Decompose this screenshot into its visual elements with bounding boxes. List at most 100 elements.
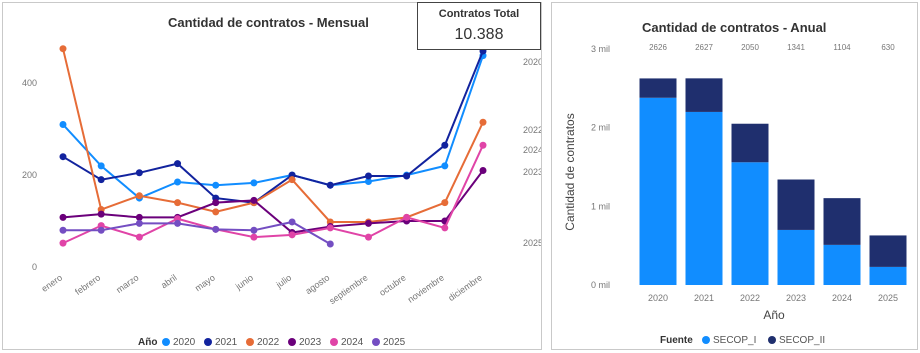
series-line-2022 [62,48,484,223]
x-tick-label: 2021 [694,293,714,303]
data-point-2020 [250,179,258,187]
data-point-2025 [59,226,67,234]
legend-label-2021: 2021 [215,337,238,348]
bar-total-label: 630 [881,43,895,52]
data-point-2023 [59,213,67,221]
bar-segment-SECOP_II [777,179,815,230]
data-point-2022 [212,208,220,216]
bar-segment-SECOP_II [731,123,769,163]
data-point-2020 [441,162,449,170]
data-point-2023 [135,213,143,221]
data-point-2021 [403,172,411,180]
data-point-2023 [364,219,372,227]
series-end-label: 2020 [523,57,541,67]
legend-marker-SECOP_I [702,336,710,344]
data-point-2021 [326,181,334,189]
x-tick-label: 2025 [878,293,898,303]
data-point-2021 [97,176,105,184]
y-axis-title: Cantidad de contratos [563,113,577,230]
series-line-2021 [62,50,484,204]
y-tick-label: 3 mil [591,44,610,54]
data-point-2020 [97,162,105,170]
x-tick-label: junio [233,272,255,292]
x-tick-label: noviembre [406,272,446,304]
series-end-label: 2022 [523,125,541,135]
series-line-2020 [62,55,484,200]
data-point-2024 [403,213,411,221]
data-point-2024 [479,141,487,149]
data-point-2020 [212,181,220,189]
bar-total-label: 2626 [649,43,667,52]
x-tick-label: abril [159,272,179,290]
bar-segment-SECOP_I [869,266,907,285]
y-tick-label: 0 [32,262,37,272]
x-tick-label: 2024 [832,293,852,303]
data-point-2022 [59,45,67,53]
data-point-2024 [135,233,143,241]
bar-segment-SECOP_I [731,162,769,285]
legend-marker-2020 [162,338,170,346]
data-point-2023 [97,210,105,218]
x-tick-label: diciembre [446,272,484,303]
data-point-2021 [174,160,182,168]
data-point-2021 [441,141,449,149]
data-point-2024 [59,239,67,247]
y-tick-label: 1 mil [591,201,610,211]
bar-segment-SECOP_I [777,229,815,285]
data-point-2020 [174,178,182,186]
data-point-2025 [212,225,220,233]
data-point-2022 [174,199,182,207]
legend-label-2024: 2024 [341,337,364,348]
legend-marker-SECOP_II [768,336,776,344]
y-tick-label: 200 [22,170,37,180]
legend-label-SECOP_I: SECOP_I [713,335,756,346]
x-tick-label: 2023 [786,293,806,303]
data-point-2023 [479,166,487,174]
series-end-label: 2025 [523,238,541,248]
x-tick-label: 2020 [648,293,668,303]
data-point-2024 [288,231,296,239]
data-point-2021 [364,172,372,180]
bar-segment-SECOP_II [685,78,723,112]
legend-title: Año [138,337,157,348]
legend-label-2020: 2020 [173,337,196,348]
x-axis-title: Año [763,308,785,322]
data-point-2021 [135,169,143,177]
data-point-2024 [250,233,258,241]
x-tick-label: julio [274,272,294,290]
legend-marker-2024 [330,338,338,346]
data-point-2025 [250,226,258,234]
x-tick-label: septiembre [327,272,369,306]
data-point-2024 [364,233,372,241]
monthly-chart-title: Cantidad de contratos - Mensual [168,15,369,30]
monthly-line-chart: 0 200 400 enero febrero marzo abril mayo junio ju… [22,45,541,348]
data-point-2020 [364,178,372,186]
bar-segment-SECOP_II [823,198,861,245]
data-point-2024 [326,224,334,232]
bar-segment-SECOP_II [869,235,907,267]
legend-title: Fuente [660,335,693,346]
data-point-2024 [441,224,449,232]
x-tick-label: 2022 [740,293,760,303]
data-point-2023 [212,199,220,207]
legend-label-2022: 2022 [257,337,280,348]
y-tick-label: 400 [22,78,37,88]
series-end-label: 2024 [523,145,541,155]
annual-chart-title: Cantidad de contratos - Anual [642,20,827,35]
data-point-2025 [97,226,105,234]
data-point-2021 [59,153,67,161]
x-tick-label: marzo [114,272,140,295]
data-point-2022 [288,176,296,184]
bar-segment-SECOP_I [823,244,861,285]
x-tick-label: febrero [73,272,102,297]
total-contracts-label: Contratos Total [438,8,520,20]
series-line-2023 [62,169,484,234]
legend-marker-2023 [288,338,296,346]
data-point-2022 [441,199,449,207]
legend-marker-2021 [204,338,212,346]
series-line-2025 [63,220,331,245]
legend-label-2025: 2025 [383,337,406,348]
x-tick-label: mayo [193,272,217,293]
annual-chart-panel: Cantidad de contratos - Anual 0 mil 1 mil… [551,2,918,350]
data-point-2023 [250,196,258,204]
